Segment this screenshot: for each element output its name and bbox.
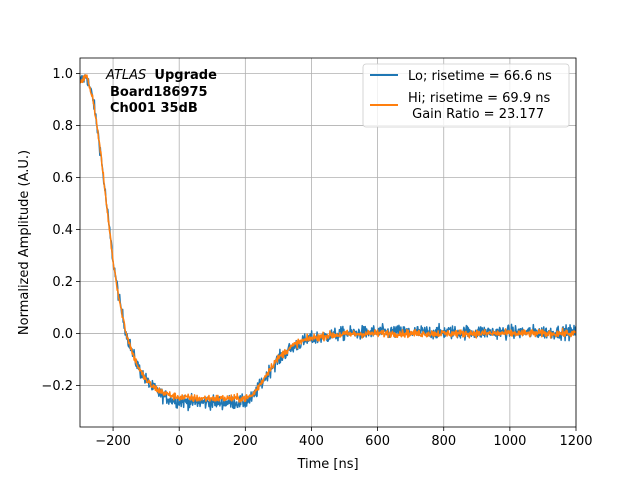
series-hi-line	[80, 74, 576, 403]
plot-frame	[79, 57, 577, 428]
x-tick-label: 1200	[559, 434, 592, 449]
annotation-line-1: ATLAS Upgrade	[105, 68, 217, 83]
legend: Lo; risetime = 66.6 ns Hi; risetime = 69…	[362, 63, 570, 128]
y-tick-label: 0.6	[52, 171, 73, 186]
axis-ticks: −200 0 200 400 600 800 1000 1200 −0.2 0.0 0.2 0.4 0.…	[41, 67, 592, 449]
annotation-experiment: ATLAS	[105, 68, 146, 83]
y-tick-label: 0.2	[52, 275, 73, 290]
y-tick-label: −0.2	[41, 379, 73, 394]
y-axis-label: Normalized Amplitude (A.U.)	[17, 150, 32, 335]
y-tick-label: 1.0	[52, 67, 73, 82]
x-tick-label: 200	[233, 434, 258, 449]
x-tick-label: −200	[95, 434, 131, 449]
legend-entry-lo: Lo; risetime = 66.6 ns	[408, 69, 552, 84]
atlas-annotation: ATLAS Upgrade Board186975 Ch001 35dB	[105, 68, 217, 116]
y-tick-label: 0.0	[52, 327, 73, 342]
x-tick-label: 0	[175, 434, 183, 449]
x-tick-label: 1000	[493, 434, 526, 449]
legend-entry-hi-line: Hi; risetime = 69.9 ns	[408, 91, 550, 106]
legend-box	[362, 63, 570, 128]
x-tick-label: 600	[365, 434, 390, 449]
y-tick-label: 0.8	[52, 119, 73, 134]
x-axis-label: Time [ns]	[296, 457, 358, 472]
y-tick-label: 0.4	[52, 223, 73, 238]
x-tick-label: 400	[299, 434, 324, 449]
annotation-tag: Upgrade	[154, 68, 217, 83]
x-tick-label: 800	[431, 434, 456, 449]
legend-entry-hi-line: Gain Ratio = 23.177	[408, 107, 544, 122]
annotation-channel: Ch001 35dB	[110, 101, 198, 116]
legend-entry-hi: Hi; risetime = 69.9 ns Gain Ratio = 23.1…	[408, 91, 550, 122]
series-group	[80, 74, 576, 412]
annotation-board: Board186975	[110, 85, 208, 100]
